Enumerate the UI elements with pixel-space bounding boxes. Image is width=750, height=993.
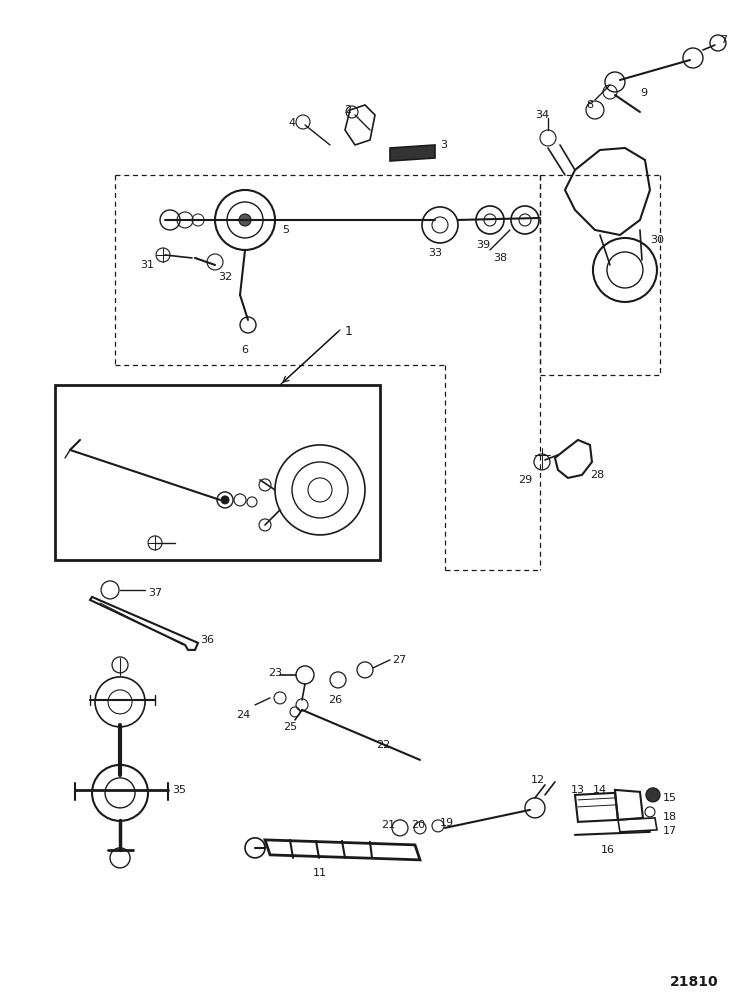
Circle shape <box>239 213 251 226</box>
Text: 35: 35 <box>172 784 186 794</box>
Text: 28: 28 <box>590 470 604 480</box>
Text: 16: 16 <box>601 845 615 855</box>
Circle shape <box>221 496 229 503</box>
Text: 39: 39 <box>476 240 490 250</box>
Polygon shape <box>390 145 435 161</box>
Text: 4: 4 <box>288 118 296 128</box>
Text: 19: 19 <box>440 818 454 828</box>
Text: 13: 13 <box>571 784 585 794</box>
Text: 6: 6 <box>242 345 248 355</box>
Text: 29: 29 <box>518 475 532 485</box>
Text: 25: 25 <box>283 722 297 732</box>
Text: 9: 9 <box>640 88 647 98</box>
Text: 38: 38 <box>493 253 507 263</box>
Text: 14: 14 <box>593 784 607 794</box>
Text: 22: 22 <box>376 740 390 750</box>
Text: 32: 32 <box>218 272 232 282</box>
Text: 3: 3 <box>440 140 447 150</box>
Text: 31: 31 <box>140 260 154 270</box>
Text: 36: 36 <box>200 635 214 644</box>
Text: 2: 2 <box>344 105 352 115</box>
Text: 33: 33 <box>428 248 442 258</box>
Text: 17: 17 <box>663 826 677 836</box>
Bar <box>55 385 380 560</box>
Text: 11: 11 <box>313 868 327 878</box>
Text: 1: 1 <box>345 325 353 338</box>
Text: 24: 24 <box>236 710 250 720</box>
Text: 26: 26 <box>328 695 342 705</box>
Text: 20: 20 <box>411 820 425 830</box>
Text: 21810: 21810 <box>670 975 718 989</box>
Text: 23: 23 <box>268 668 282 678</box>
Text: 34: 34 <box>535 110 549 120</box>
Text: 8: 8 <box>586 100 593 110</box>
Text: 12: 12 <box>531 775 545 784</box>
Text: 37: 37 <box>148 588 162 598</box>
Text: 18: 18 <box>663 812 677 822</box>
Text: 21: 21 <box>381 820 395 830</box>
Text: 15: 15 <box>663 792 677 803</box>
Circle shape <box>646 787 660 802</box>
Text: 27: 27 <box>392 655 406 665</box>
Text: 30: 30 <box>650 235 664 245</box>
Text: 7: 7 <box>720 35 727 45</box>
Text: 5: 5 <box>282 225 289 235</box>
